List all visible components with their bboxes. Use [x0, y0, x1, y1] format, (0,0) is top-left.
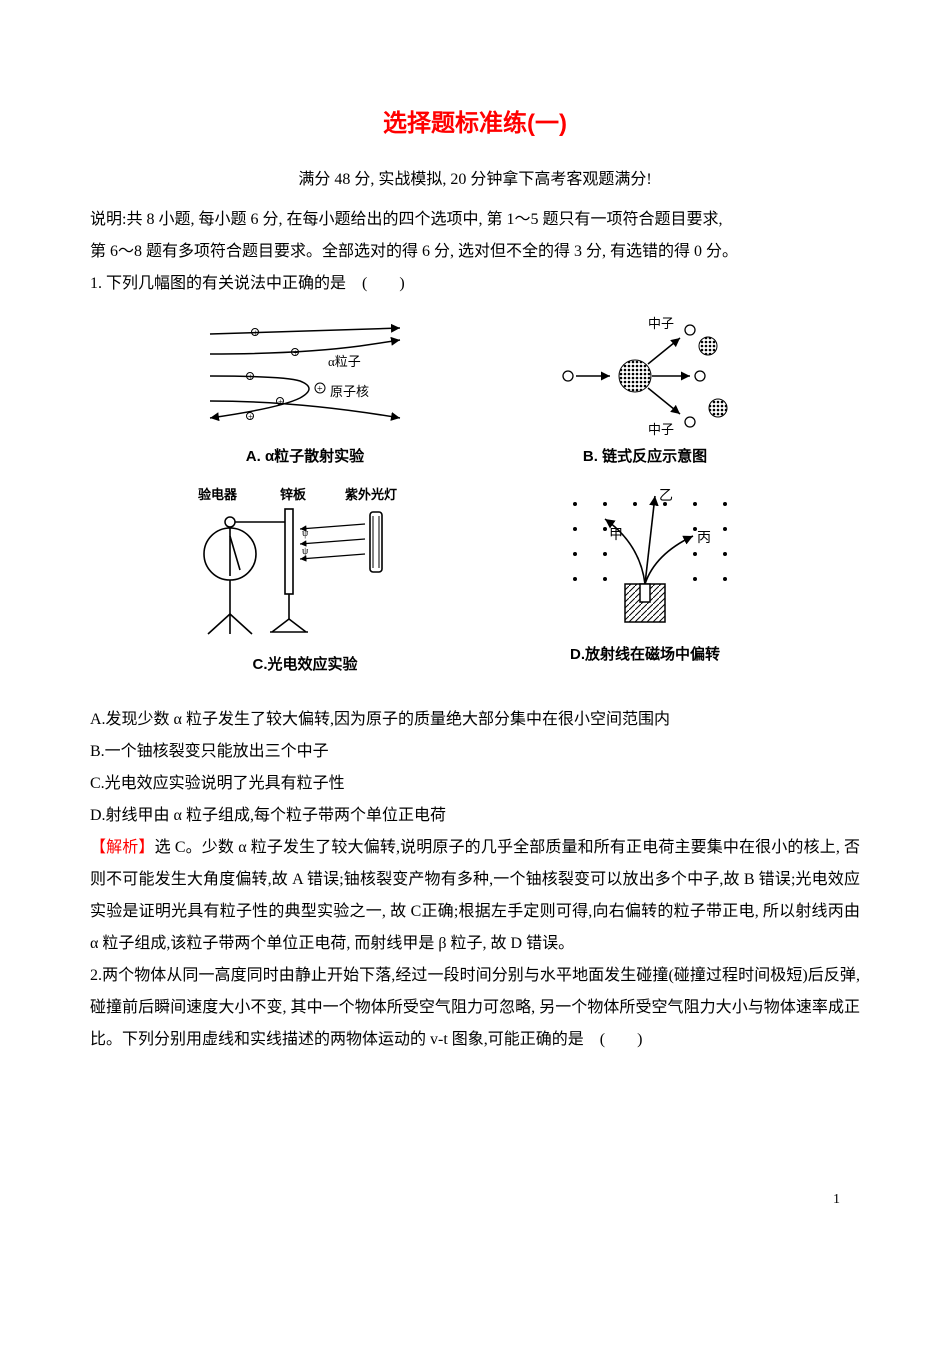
svg-text:+: +: [253, 328, 258, 338]
fig-row-2: 验电器 锌板 紫外光灯: [90, 484, 860, 680]
q2-stem: 2.两个物体从同一高度同时由静止开始下落,经过一段时间分别与水平地面发生碰撞(碰…: [90, 960, 860, 1056]
fig-d-svg: 甲 乙 丙: [545, 484, 745, 634]
svg-text:+: +: [248, 412, 253, 422]
fig-a-label-alpha: α粒子: [328, 354, 361, 369]
svg-text:+: +: [278, 397, 283, 407]
svg-text:+: +: [248, 372, 253, 382]
fig-d-label-jia: 甲: [609, 528, 623, 543]
fig-b-label-neutron-top: 中子: [648, 316, 674, 331]
answer-label: 【解析】: [90, 839, 155, 856]
page-number: 1: [0, 1186, 950, 1214]
answer-body: 选 C。少数 α 粒子发生了较大偏转,说明原子的几乎全部质量和所有正电荷主要集中…: [90, 839, 860, 952]
svg-text:ψ: ψ: [302, 528, 309, 539]
fig-row-1: + + + + + + α粒子 原子核 A. α粒子散射实验: [90, 316, 860, 472]
q1-opt-d: D.射线甲由 α 粒子组成,每个粒子带两个单位正电荷: [90, 800, 860, 832]
fig-c-label-uvlamp: 紫外光灯: [345, 487, 397, 502]
q1-figures: + + + + + + α粒子 原子核 A. α粒子散射实验: [90, 316, 860, 680]
fig-a-svg: + + + + + + α粒子 原子核: [200, 316, 410, 436]
svg-text:+: +: [317, 384, 323, 395]
fig-a: + + + + + + α粒子 原子核 A. α粒子散射实验: [175, 316, 435, 472]
q1-opt-b: B.一个铀核裂变只能放出三个中子: [90, 736, 860, 768]
fig-a-caption: A. α粒子散射实验: [246, 442, 364, 472]
fig-b-label-neutron-bottom: 中子: [648, 422, 674, 436]
fig-a-label-nucleus: 原子核: [330, 384, 369, 399]
fig-d-caption: D.放射线在磁场中偏转: [570, 640, 720, 670]
page-title: 选择题标准练(一): [90, 100, 860, 148]
fig-c-svg: 验电器 锌板 紫外光灯: [190, 484, 420, 644]
page-subtitle: 满分 48 分, 实战模拟, 20 分钟拿下高考客观题满分!: [90, 164, 860, 196]
fig-c-label-zinc: 锌板: [280, 487, 307, 502]
svg-text:+: +: [293, 348, 298, 358]
svg-text:ψ: ψ: [302, 546, 309, 557]
instructions-line-2: 第 6～8 题有多项符合题目要求。全部选对的得 6 分, 选对但不全的得 3 分…: [90, 236, 860, 268]
q1-opt-c: C.光电效应实验说明了光具有粒子性: [90, 768, 860, 800]
fig-d-label-yi: 乙: [659, 488, 673, 504]
fig-b: 中子 中子 B. 链式反应示意图: [515, 316, 775, 472]
instructions-line-1: 说明:共 8 小题, 每小题 6 分, 在每小题给出的四个选项中, 第 1～5 …: [90, 204, 860, 236]
fig-d: 甲 乙 丙 D.放射线在磁场中偏转: [515, 484, 775, 680]
q1-answer: 【解析】选 C。少数 α 粒子发生了较大偏转,说明原子的几乎全部质量和所有正电荷…: [90, 832, 860, 960]
fig-b-caption: B. 链式反应示意图: [583, 442, 707, 472]
page-container: 选择题标准练(一) 满分 48 分, 实战模拟, 20 分钟拿下高考客观题满分!…: [0, 0, 950, 1096]
fig-c-caption: C.光电效应实验: [252, 650, 357, 680]
q1-stem: 1. 下列几幅图的有关说法中正确的是 ( ): [90, 268, 860, 300]
q1-opt-a: A.发现少数 α 粒子发生了较大偏转,因为原子的质量绝大部分集中在很小空间范围内: [90, 704, 860, 736]
fig-b-svg: 中子 中子: [540, 316, 750, 436]
fig-c-label-electroscope: 验电器: [198, 487, 238, 502]
fig-c: 验电器 锌板 紫外光灯: [175, 484, 435, 680]
fig-d-label-bing: 丙: [697, 531, 711, 546]
